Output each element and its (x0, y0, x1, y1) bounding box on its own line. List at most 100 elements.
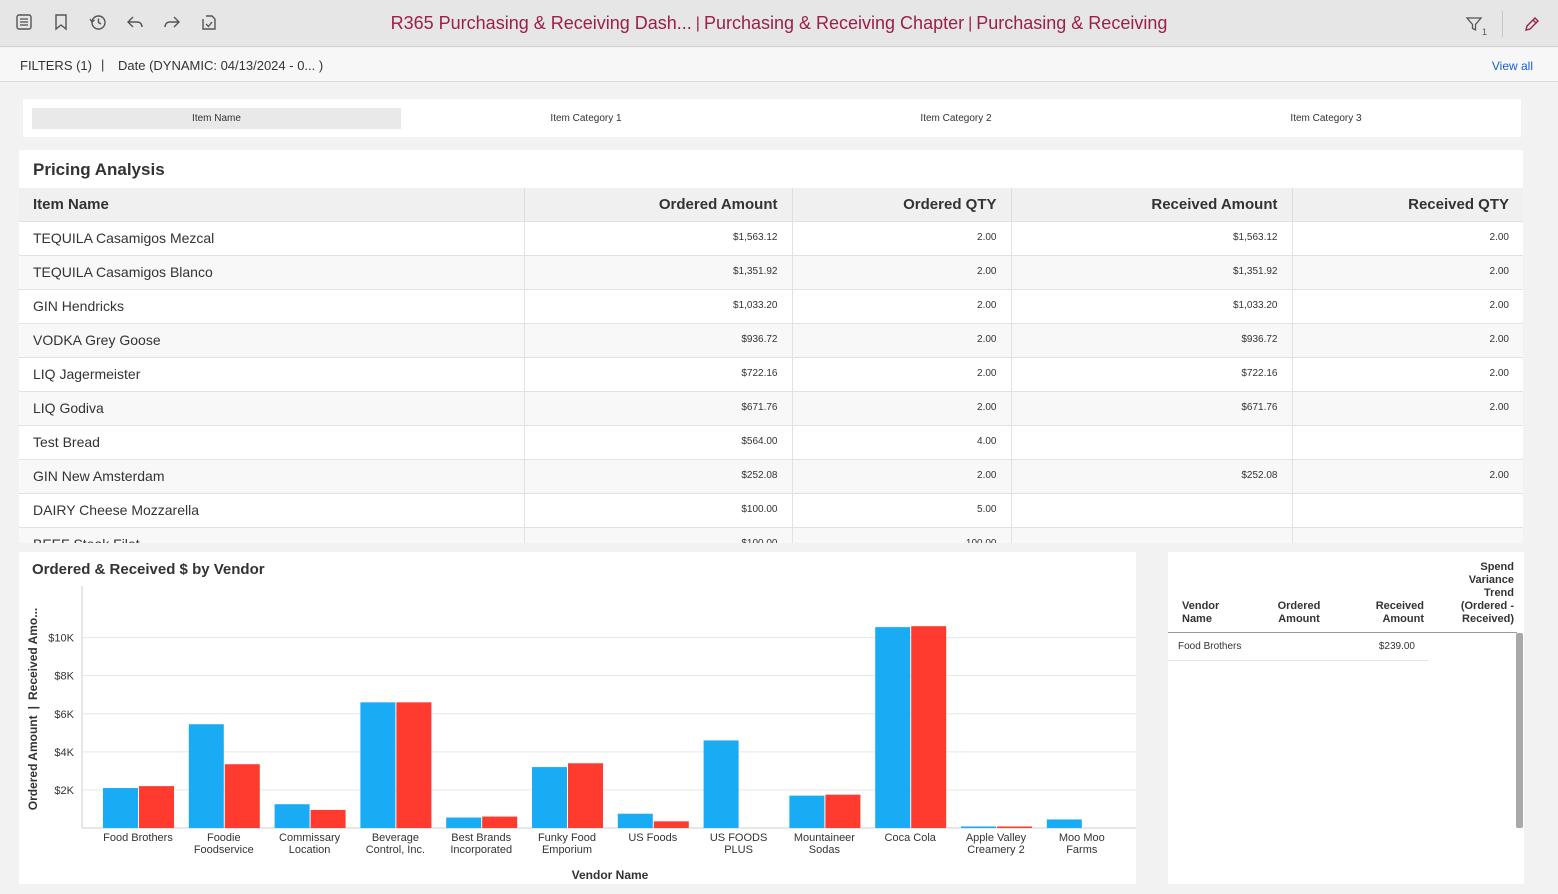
breadcrumb-separator: | (968, 14, 973, 32)
pricing-row[interactable]: VODKA Grey Goose $936.72 2.00 $936.72 2.00 (19, 322, 1523, 357)
vendor-bar-chart: $2K $4K $6K $8K $10K Food Brothers FoodieFoods… (26, 586, 1136, 882)
ordered-amount-bar[interactable] (617, 813, 653, 828)
cell-received-qty: 2.00 (1292, 254, 1523, 289)
y-tick-label: $4K (54, 747, 74, 759)
pricing-row[interactable]: TEQUILA Casamigos Mezcal $1,563.12 2.00 $1,… (19, 220, 1523, 255)
y-tick-label: $10K (48, 633, 74, 645)
cell-received-amount (1011, 526, 1293, 543)
cell-ordered-qty: 100.00 (792, 526, 1012, 543)
breadcrumb-dashboard[interactable]: R365 Purchasing & Receiving Dash... (390, 13, 692, 33)
vendor-col-header-line: Name (1182, 613, 1212, 625)
x-tick-label: Best Brands (451, 832, 511, 844)
vendor-col-header-ordered-amount[interactable]: Ordered Amount (1266, 600, 1332, 626)
vendor-col-header-line: Amount (1278, 613, 1320, 625)
col-header-item-name[interactable]: Item Name (19, 188, 525, 221)
cell-received-amount: $722.16 (1011, 356, 1293, 391)
history-icon[interactable] (88, 11, 108, 33)
x-tick-label: US FOODS (710, 832, 767, 844)
cell-ordered-amount: $1,033.20 (524, 288, 793, 323)
vendor-col-header-line: Received (1375, 600, 1424, 612)
vendor-col-header-line: Variance (1468, 574, 1514, 586)
ordered-amount-bar[interactable] (789, 795, 825, 828)
pricing-row[interactable]: GIN Hendricks $1,033.20 2.00 $1,033.20 2.00 (19, 288, 1523, 323)
ordered-amount-bar[interactable] (446, 817, 482, 828)
pricing-row[interactable]: GIN New Amsterdam $252.08 2.00 $252.08 2.00 (19, 458, 1523, 493)
received-amount-bar[interactable] (396, 702, 432, 828)
received-amount-bar[interactable] (568, 763, 603, 828)
y-axis-title-part: Ordered Amount (26, 715, 40, 810)
filter-icon[interactable]: 1 (1464, 13, 1487, 37)
cell-received-qty: 2.00 (1292, 220, 1523, 255)
x-tick-label: Commissary (279, 832, 341, 844)
cell-received-amount: $1,563.12 (1011, 220, 1293, 255)
tab-item-category-1[interactable]: Item Category 1 (550, 113, 622, 124)
cell-received-qty: 2.00 (1292, 390, 1523, 425)
redo-icon[interactable] (162, 11, 182, 33)
ordered-amount-bar[interactable] (188, 724, 224, 828)
received-amount-bar[interactable] (653, 821, 689, 828)
cell-item-name: LIQ Jagermeister (19, 356, 525, 391)
cell-ordered-qty: 2.00 (792, 254, 1012, 289)
ordered-amount-bar[interactable] (360, 702, 396, 828)
pricing-analysis-panel: Pricing Analysis Item Name Ordered Amoun… (19, 150, 1523, 543)
ordered-amount-bar[interactable] (1046, 819, 1082, 828)
x-tick-label: Emporium (542, 844, 592, 856)
ordered-amount-bar[interactable] (532, 767, 567, 828)
received-amount-bar[interactable] (911, 626, 947, 828)
cell-received-qty (1292, 424, 1523, 459)
vendor-variance-panel: Vendor Name Ordered Amount Received Amount Spe… (1168, 552, 1524, 884)
vendor-col-header-vendor-name[interactable]: Vendor Name (1182, 600, 1252, 626)
ordered-amount-bar[interactable] (103, 788, 138, 828)
cell-item-name: Test Bread (19, 424, 525, 459)
col-header-received-amount[interactable]: Received Amount (1011, 188, 1293, 221)
col-header-ordered-amount[interactable]: Ordered Amount (524, 188, 793, 221)
ordered-amount-bar[interactable] (703, 740, 739, 828)
received-amount-bar[interactable] (139, 786, 174, 828)
tab-item-category-3[interactable]: Item Category 3 (1290, 113, 1362, 124)
pricing-row[interactable]: TEQUILA Casamigos Blanco $1,351.92 2.00 $1,… (19, 254, 1523, 289)
x-tick-label: Foodie (207, 832, 241, 844)
ordered-amount-bar[interactable] (875, 627, 911, 828)
received-amount-bar[interactable] (997, 826, 1032, 828)
received-amount-bar[interactable] (224, 764, 260, 828)
cell-ordered-amount: $1,563.12 (524, 220, 793, 255)
col-header-ordered-qty[interactable]: Ordered QTY (792, 188, 1012, 221)
tab-item-category-2[interactable]: Item Category 2 (920, 113, 992, 124)
y-axis-title: Ordered Amount | Received Amo... (26, 608, 40, 811)
filters-label[interactable]: FILTERS (1) (20, 58, 92, 73)
cell-item-name: VODKA Grey Goose (19, 322, 525, 357)
pricing-row[interactable]: LIQ Godiva $671.76 2.00 $671.76 2.00 (19, 390, 1523, 425)
vendor-col-header-received-amount[interactable]: Received Amount (1348, 600, 1424, 626)
view-all-link[interactable]: View all (1491, 59, 1533, 73)
breadcrumb-chapter[interactable]: Purchasing & Receiving Chapter (703, 13, 965, 33)
pricing-row[interactable]: Test Bread $564.00 4.00 (19, 424, 1523, 459)
bookmark-icon[interactable] (51, 11, 71, 33)
date-filter-chip[interactable]: Date (DYNAMIC: 04/13/2024 - 0... ) (118, 58, 324, 73)
export-icon[interactable] (199, 11, 219, 33)
vendor-table-scrollbar[interactable] (1516, 633, 1523, 828)
x-tick-label: Mountaineer (794, 832, 855, 844)
cell-ordered-qty: 2.00 (792, 220, 1012, 255)
vendor-col-header-line: Spend (1480, 561, 1514, 573)
cell-received-qty: 2.00 (1292, 322, 1523, 357)
received-amount-bar[interactable] (825, 794, 861, 828)
pricing-row[interactable]: LIQ Jagermeister $722.16 2.00 $722.16 2.00 (19, 356, 1523, 391)
x-tick-label: Farms (1066, 844, 1098, 856)
x-tick-label: Beverage (372, 832, 419, 844)
breadcrumb: R365 Purchasing & Receiving Dash... | Pu… (0, 0, 1558, 47)
cell-received-qty: 2.00 (1292, 458, 1523, 493)
list-icon[interactable] (14, 11, 34, 33)
undo-icon[interactable] (125, 11, 145, 33)
col-header-received-qty[interactable]: Received QTY (1292, 188, 1523, 221)
pricing-row[interactable]: DAIRY Cheese Mozzarella $100.00 5.00 (19, 492, 1523, 527)
tab-item-name[interactable]: Item Name (32, 108, 401, 129)
cell-item-name: DAIRY Cheese Mozzarella (19, 492, 525, 527)
ordered-amount-bar[interactable] (961, 826, 996, 828)
ordered-amount-bar[interactable] (274, 804, 310, 828)
received-amount-bar[interactable] (482, 816, 518, 828)
received-amount-bar[interactable] (310, 809, 346, 828)
cell-item-name: LIQ Godiva (19, 390, 525, 425)
vendor-col-header-spend-variance-trend[interactable]: Spend Variance Trend (Ordered - Received) (1430, 561, 1514, 626)
edit-icon[interactable] (1522, 13, 1542, 35)
